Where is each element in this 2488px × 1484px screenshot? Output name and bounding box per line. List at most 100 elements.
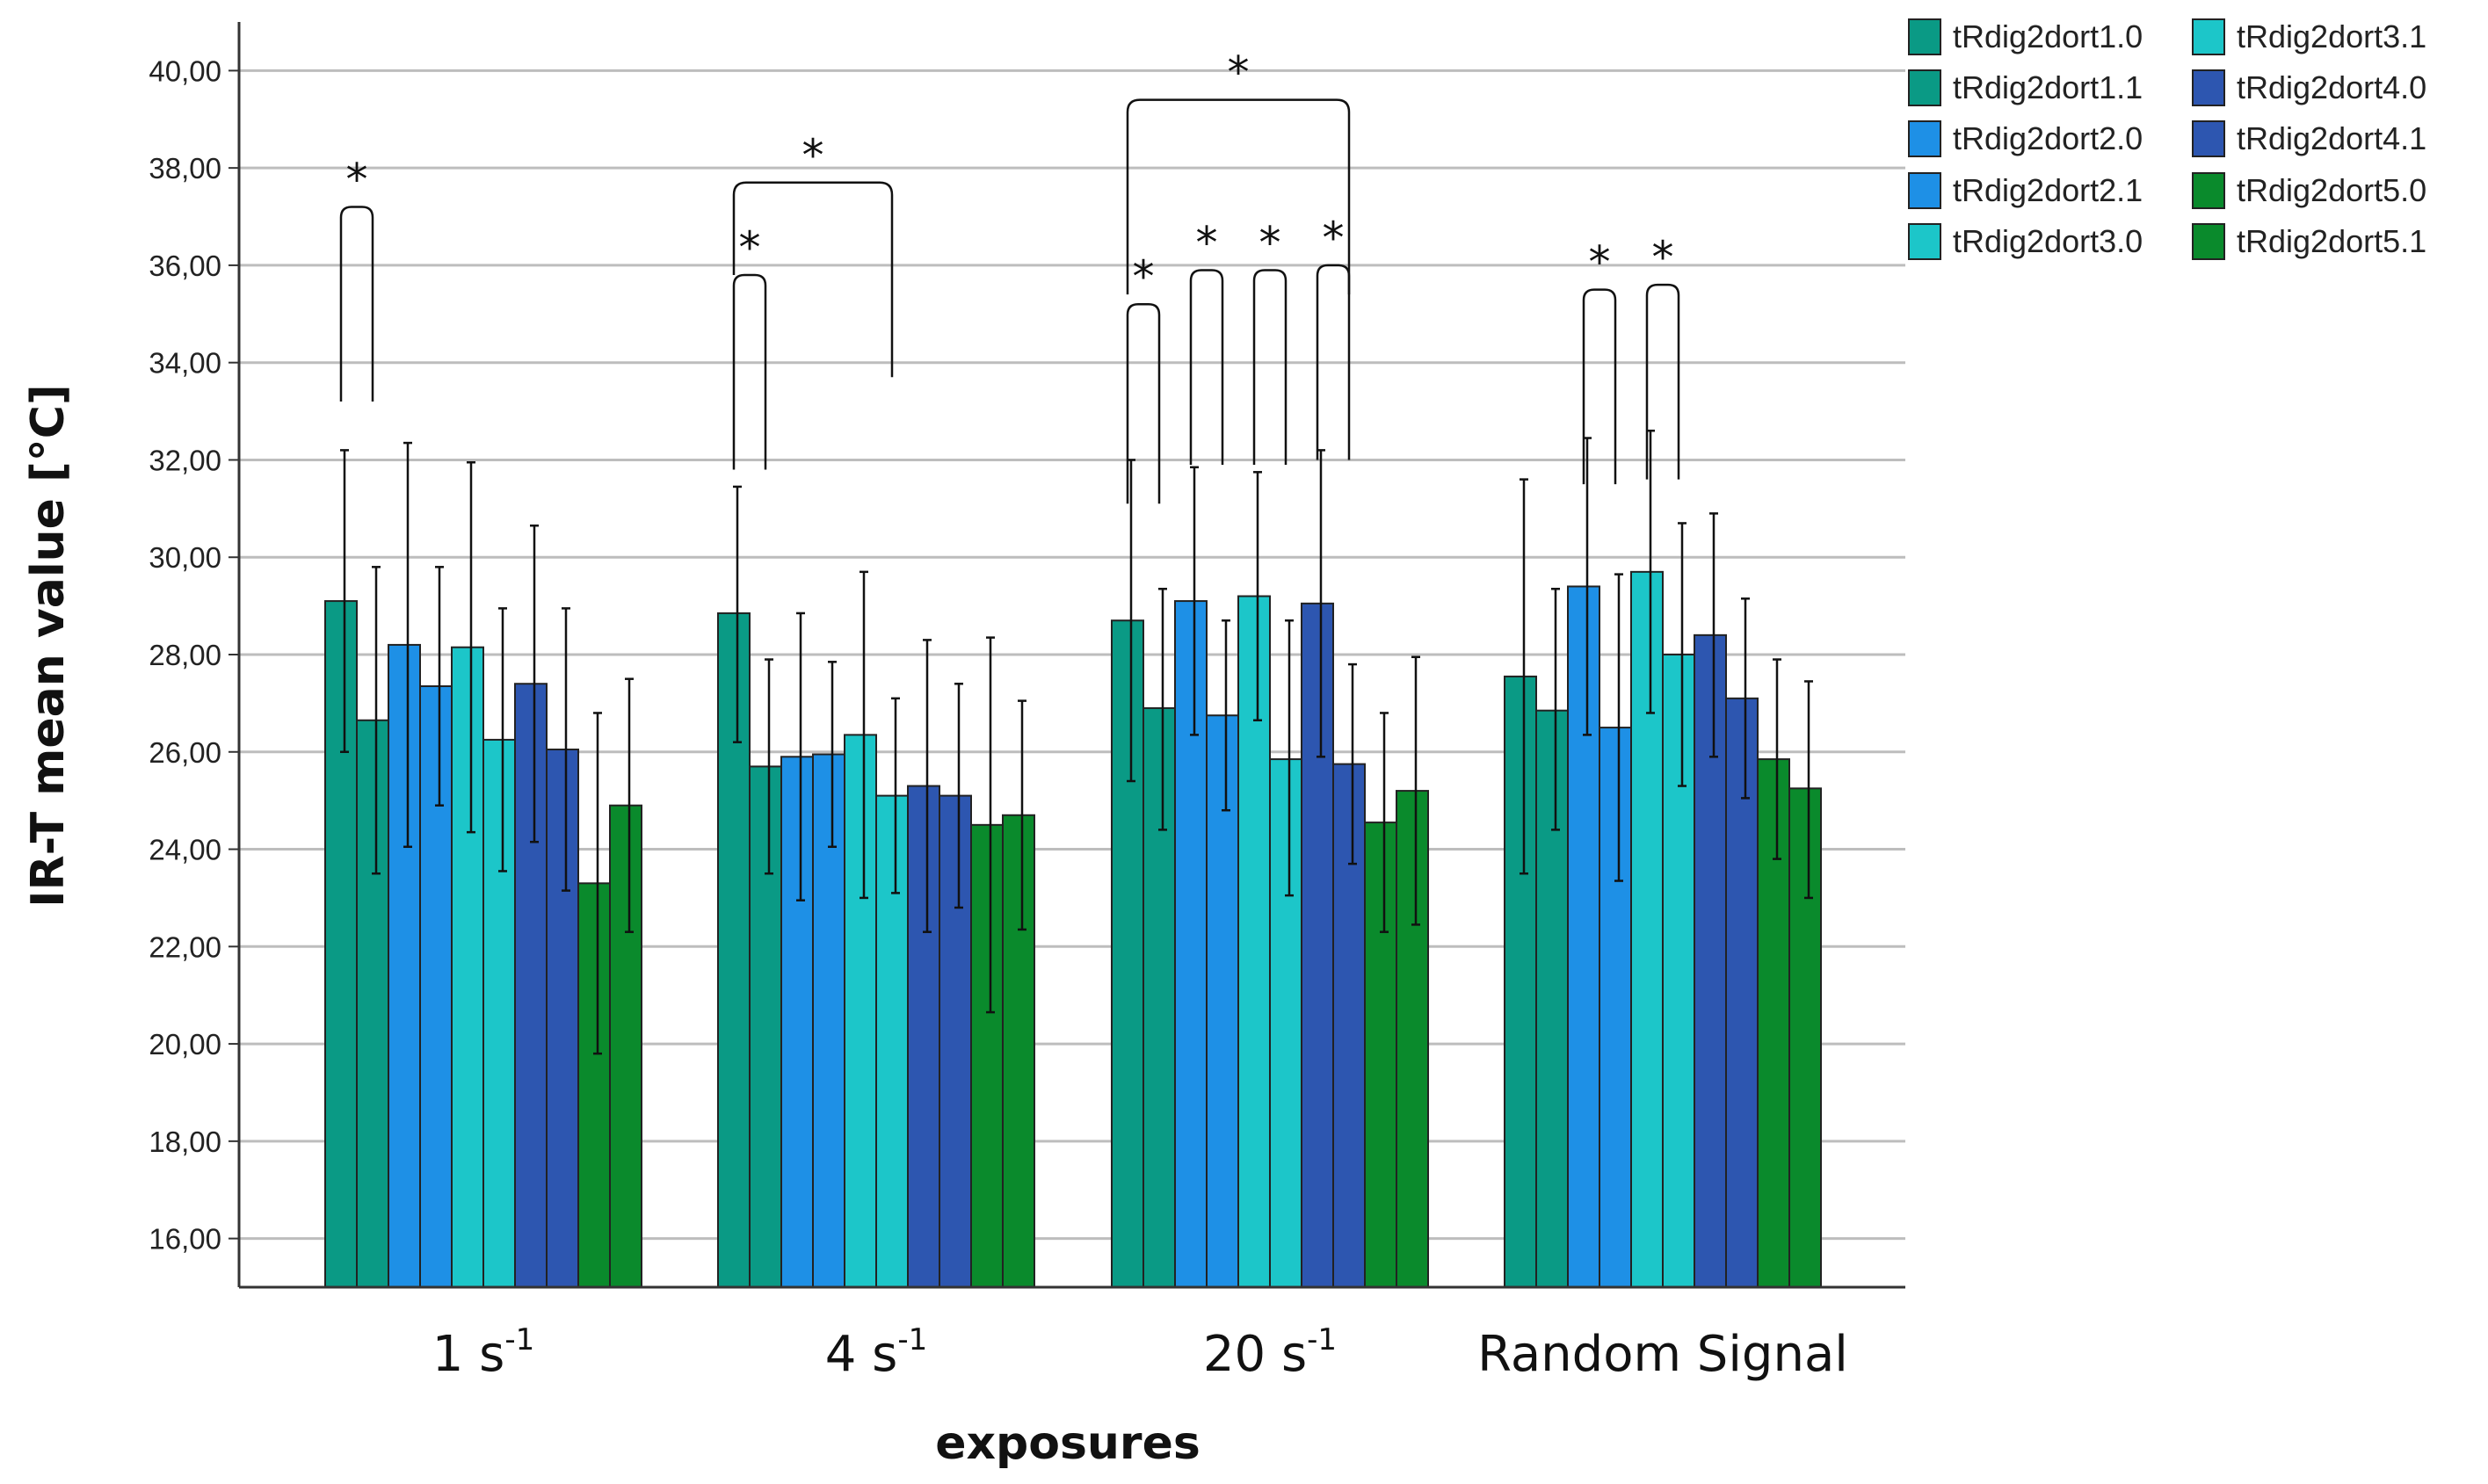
significance-star: * (1652, 232, 1674, 283)
bar (1174, 600, 1208, 1288)
bar (939, 794, 972, 1288)
bar (749, 765, 782, 1288)
y-tick-label: 28,00 (149, 639, 221, 671)
bar (1002, 814, 1035, 1288)
bar (1535, 709, 1569, 1288)
significance-star: * (1589, 237, 1611, 288)
bar (419, 685, 453, 1288)
significance-star: * (1259, 217, 1281, 268)
bar (1662, 654, 1695, 1288)
bar (1332, 763, 1366, 1288)
legend-label: tRdig2dort1.0 (1953, 18, 2143, 54)
bar (1111, 619, 1144, 1288)
bar (1142, 706, 1176, 1288)
legend-swatch (1908, 120, 1941, 157)
bar (1630, 570, 1664, 1288)
bar (356, 719, 389, 1288)
legend-swatch (1908, 18, 1941, 55)
y-tick-label: 22,00 (149, 930, 221, 963)
y-tick-label: 20,00 (149, 1028, 221, 1061)
bar (1364, 822, 1397, 1288)
y-tick-label: 26,00 (149, 736, 221, 769)
bar (1504, 675, 1537, 1288)
y-tick-label: 16,00 (149, 1223, 221, 1256)
bar (1757, 758, 1790, 1288)
legend-label: tRdig2dort4.1 (2237, 120, 2426, 156)
bars (324, 570, 1822, 1288)
x-axis-title: exposures (935, 1417, 1200, 1470)
bar (1567, 585, 1600, 1288)
axes (228, 22, 1905, 1289)
bar (514, 683, 548, 1288)
y-tick-label: 32,00 (149, 444, 221, 476)
legend-label: tRdig2dort2.0 (1953, 120, 2143, 156)
significance-star: * (1323, 213, 1345, 264)
significance-star: * (1133, 251, 1155, 302)
significance-bracket (1645, 283, 1680, 480)
legend-label: tRdig2dort4.0 (2237, 69, 2426, 105)
y-tick-label: 34,00 (149, 347, 221, 380)
bar (577, 882, 611, 1288)
x-category-label: 1 s-1 (432, 1322, 535, 1383)
legend-label: tRdig2dort2.1 (1953, 172, 2143, 208)
significance-bracket (1126, 302, 1161, 504)
error-bars (340, 429, 1813, 1055)
significance-bracket (1582, 288, 1617, 485)
significance-bracket (1189, 269, 1224, 465)
bar (717, 612, 751, 1288)
bar (1206, 714, 1239, 1288)
significance-star: * (1228, 47, 1250, 98)
legend-swatch (1908, 223, 1941, 260)
bar (844, 734, 877, 1288)
y-tick-label: 36,00 (149, 250, 221, 282)
bar (1788, 787, 1822, 1288)
legend-swatch (2192, 223, 2225, 260)
significance-bracket (732, 273, 767, 470)
y-tick-label: 30,00 (149, 541, 221, 574)
bar (812, 753, 845, 1288)
bar (546, 749, 579, 1288)
y-tick-labels: 16,00 18,00 20,00 22,00 24,00 26,00 28,00 30,00… (149, 54, 221, 1255)
legend-label: tRdig2dort5.0 (2237, 172, 2426, 208)
bar (780, 756, 814, 1288)
legend-swatch (2192, 18, 2225, 55)
legend: tRdig2dort1.0 tRdig2dort1.1 tRdig2dort2.0 t… (1908, 18, 2426, 260)
bar (1396, 790, 1429, 1288)
legend-swatch (2192, 120, 2225, 157)
significance-star: * (1196, 217, 1218, 268)
legend-swatch (1908, 172, 1941, 209)
bar (970, 823, 1004, 1288)
x-category-labels: 1 s-1 4 s-1 20 s-1 Random Signal (432, 1322, 1848, 1383)
significance-star: * (346, 154, 368, 205)
bar (1694, 633, 1727, 1288)
significance-bracket (732, 181, 894, 378)
bar (482, 738, 516, 1288)
significance-bracket (1126, 98, 1351, 295)
bar (1599, 727, 1632, 1288)
bar (1725, 697, 1759, 1288)
legend-swatch (1908, 69, 1941, 106)
bar (1237, 595, 1271, 1288)
y-tick-label: 38,00 (149, 152, 221, 185)
legend-label: tRdig2dort3.1 (2237, 18, 2426, 54)
bar (875, 794, 909, 1288)
bar (451, 646, 484, 1288)
legend-swatch (2192, 69, 2225, 106)
bar (609, 804, 642, 1288)
legend-swatch (2192, 172, 2225, 209)
legend-label: tRdig2dort1.1 (1953, 69, 2143, 105)
bar (1301, 602, 1334, 1288)
bar (324, 600, 358, 1288)
significance-star: * (739, 222, 761, 273)
y-tick-label: 24,00 (149, 834, 221, 866)
x-category-label: 4 s-1 (825, 1322, 928, 1383)
x-category-label: 20 s-1 (1203, 1322, 1337, 1383)
y-tick-label: 18,00 (149, 1126, 221, 1158)
significance-bracket (1252, 269, 1288, 465)
y-tick-label: 40,00 (149, 54, 221, 87)
legend-label: tRdig2dort5.1 (2237, 223, 2426, 259)
significance-brackets: * * * * * * * * * * (339, 47, 1680, 504)
legend-label: tRdig2dort3.0 (1953, 223, 2143, 259)
bar (907, 785, 940, 1288)
